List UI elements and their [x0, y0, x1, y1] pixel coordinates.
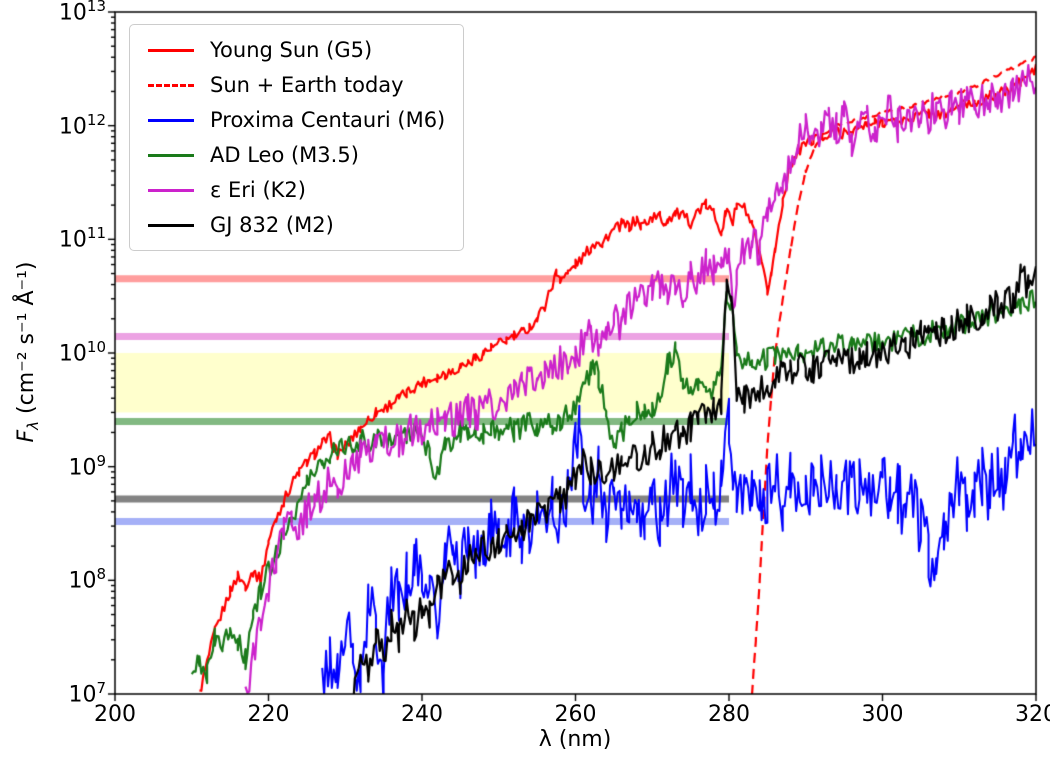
legend-item-eps-eri: ε Eri (K2) — [148, 177, 445, 203]
x-tick-label: 240 — [401, 702, 443, 727]
legend-line-sample — [148, 153, 194, 157]
legend-item-sun-earth-today: Sun + Earth today — [148, 72, 445, 98]
x-tick-label: 280 — [708, 702, 750, 727]
legend-label: ε Eri (K2) — [210, 178, 306, 202]
legend-label: GJ 832 (M2) — [210, 213, 334, 237]
legend-label: AD Leo (M3.5) — [210, 143, 359, 167]
x-tick-label: 300 — [861, 702, 904, 727]
x-tick-label: 320 — [1015, 702, 1050, 727]
legend-item-ad-leo: AD Leo (M3.5) — [148, 142, 445, 168]
legend-label: Young Sun (G5) — [210, 38, 373, 62]
y-axis-label-subscript: λ — [24, 420, 43, 430]
y-axis-label-symbol: F — [13, 429, 39, 443]
y-tick-label: 1011 — [58, 224, 106, 253]
y-tick-label: 108 — [68, 565, 106, 594]
x-tick-label: 220 — [247, 702, 290, 727]
legend-item-gj832: GJ 832 (M2) — [148, 212, 445, 238]
y-tick-label: 1013 — [58, 0, 106, 26]
legend-line-sample — [148, 223, 194, 227]
legend-line-sample — [148, 118, 194, 122]
y-tick-label: 107 — [68, 679, 106, 708]
x-axis-label: λ (nm) — [538, 727, 612, 752]
legend-item-young-sun: Young Sun (G5) — [148, 37, 445, 63]
legend-item-proxima-centauri: Proxima Centauri (M6) — [148, 107, 445, 133]
legend-label: Proxima Centauri (M6) — [210, 108, 446, 132]
x-tick-label: 200 — [94, 702, 136, 727]
y-tick-label: 1012 — [58, 110, 106, 139]
x-tick-label: 260 — [554, 702, 597, 727]
y-tick-label: 1010 — [58, 338, 106, 367]
legend: Young Sun (G5) Sun + Earth today Proxima… — [129, 24, 465, 251]
legend-line-sample — [148, 188, 194, 192]
legend-line-sample — [148, 48, 194, 52]
y-tick-label: 109 — [68, 451, 106, 480]
legend-label: Sun + Earth today — [210, 73, 404, 97]
legend-line-sample — [148, 83, 194, 87]
